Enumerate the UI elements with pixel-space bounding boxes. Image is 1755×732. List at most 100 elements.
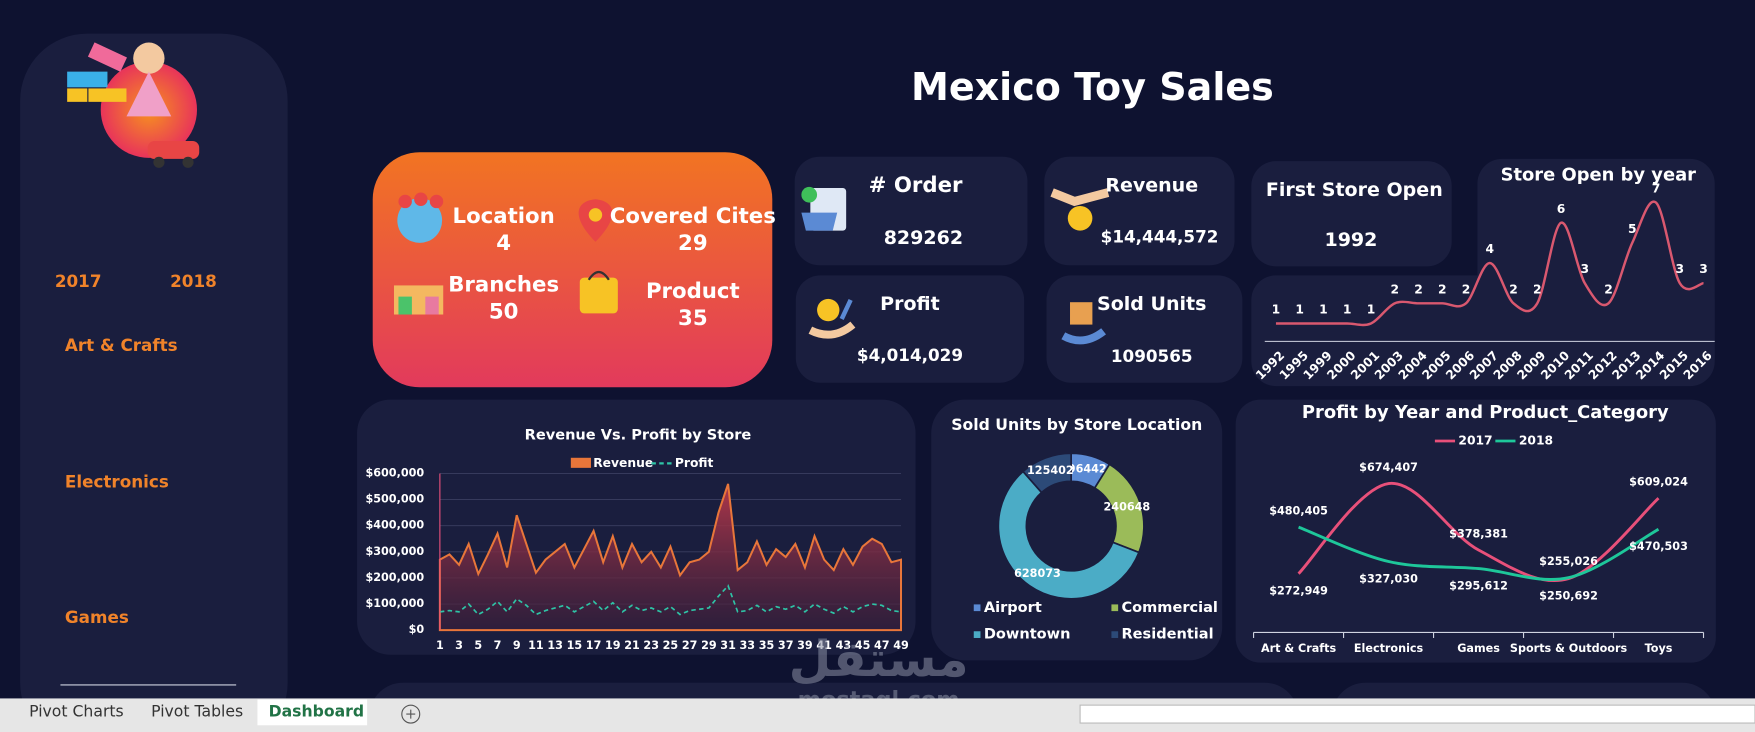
x-tick-label: 25 xyxy=(663,639,679,652)
data-label: $295,612 xyxy=(1449,579,1508,592)
x-tick-label: 7 xyxy=(494,639,502,652)
x-tick-label: Art & Crafts xyxy=(1261,642,1337,655)
x-tick-label: 13 xyxy=(547,639,563,652)
data-label: 96442 xyxy=(1068,463,1107,476)
data-label: $272,949 xyxy=(1269,585,1328,598)
x-tick-label: 3 xyxy=(455,639,463,652)
sheet-tab[interactable]: Pivot Charts xyxy=(29,701,124,720)
x-tick-label: Electronics xyxy=(1354,642,1424,655)
legend-swatch xyxy=(570,457,591,468)
data-label: $674,407 xyxy=(1359,461,1418,474)
kpi-card xyxy=(794,156,1028,266)
data-label: 2 xyxy=(1390,282,1399,296)
kpi-card xyxy=(795,275,1025,383)
x-tick-label: 11 xyxy=(528,639,544,652)
y-tick-label: $600,000 xyxy=(365,466,424,479)
kpi-card xyxy=(1251,161,1452,267)
data-label: $470,503 xyxy=(1629,540,1688,553)
y-tick-label: $200,000 xyxy=(365,571,424,584)
category-slicer[interactable]: Games xyxy=(65,607,129,627)
add-sheet[interactable] xyxy=(401,704,421,724)
add-sheet-icon xyxy=(406,709,416,719)
summary-card xyxy=(372,152,773,388)
watermark: مستقل xyxy=(789,630,969,688)
kpi-value: 1992 xyxy=(1324,229,1377,251)
line xyxy=(1297,482,1660,583)
kpi-label: Sold Units xyxy=(1097,293,1206,315)
kpi-value: $4,014,029 xyxy=(857,345,963,365)
legend-label: Airport xyxy=(984,599,1042,616)
donut-slice xyxy=(997,470,1141,600)
sheet-tab[interactable]: Dashboard xyxy=(269,701,364,720)
data-label: 2 xyxy=(1533,282,1542,296)
legend-swatch xyxy=(973,631,981,638)
legend-swatch xyxy=(1111,631,1119,638)
x-tick-label: 29 xyxy=(701,639,717,652)
kpi-label: Revenue xyxy=(1105,174,1198,196)
kpi-label: Profit xyxy=(880,293,940,315)
x-tick-label: 49 xyxy=(893,639,909,652)
kpi-icons xyxy=(801,186,1110,345)
scrollbar[interactable] xyxy=(1079,704,1755,724)
category-slicer[interactable]: Art & Crafts xyxy=(65,335,178,355)
sheet-tab[interactable]: Pivot Tables xyxy=(151,701,243,720)
legend-label: Commercial xyxy=(1121,599,1217,616)
x-tick-label: 17 xyxy=(586,639,602,652)
line xyxy=(1298,525,1660,581)
y-tick-label: $300,000 xyxy=(365,545,424,558)
data-label: 1 xyxy=(1367,303,1376,317)
summary-label: Covered Cites xyxy=(610,204,776,229)
data-label: $255,026 xyxy=(1539,555,1598,568)
legend-swatch xyxy=(1111,604,1119,612)
legend-label: Revenue xyxy=(593,456,653,470)
page-title: Mexico Toy Sales xyxy=(911,65,1274,109)
category-slicer[interactable]: Electronics xyxy=(65,471,169,491)
summary-icons xyxy=(393,192,618,315)
kpi-value: 1090565 xyxy=(1111,346,1193,366)
x-tick-label: 31 xyxy=(720,639,736,652)
y-tick-label: $100,000 xyxy=(365,597,424,610)
data-label: $327,030 xyxy=(1359,572,1418,585)
kpi-value: $14,444,572 xyxy=(1101,226,1219,246)
chart-card xyxy=(931,399,1223,661)
y-tick-label: $400,000 xyxy=(365,519,424,532)
data-label: 3 xyxy=(1580,262,1589,276)
data-label: 3 xyxy=(1699,262,1708,276)
legend-label: Profit xyxy=(675,456,714,470)
x-tick-label: 1 xyxy=(436,639,444,652)
data-label: 1 xyxy=(1295,303,1304,317)
revenue-area xyxy=(438,483,903,632)
summary-label: Branches xyxy=(448,272,559,297)
data-label: 4 xyxy=(1485,242,1494,256)
x-tick-label: 9 xyxy=(513,639,521,652)
legend-swatch xyxy=(973,604,981,612)
x-tick-label: 45 xyxy=(855,639,871,652)
kpi-value: 829262 xyxy=(884,227,963,249)
chart-title: Sold Units by Store Location xyxy=(951,415,1202,434)
chart-title: Profit by Year and Product_Category xyxy=(1302,402,1669,423)
data-label: 2 xyxy=(1438,282,1447,296)
summary-label: Product xyxy=(646,279,740,304)
x-tick-label: 41 xyxy=(816,639,832,652)
data-label: 2 xyxy=(1414,282,1423,296)
summary-label: Location xyxy=(453,204,555,229)
year-slicer[interactable]: 2018 xyxy=(170,271,217,291)
legend-label: Downtown xyxy=(984,626,1071,643)
data-label: 5 xyxy=(1628,222,1637,236)
data-label: 2 xyxy=(1509,282,1518,296)
data-label: 1 xyxy=(1272,303,1281,317)
data-label: $378,381 xyxy=(1449,527,1508,540)
data-label: $480,405 xyxy=(1269,504,1328,517)
chart-title: Store Open by year xyxy=(1501,165,1697,186)
data-label: 628073 xyxy=(1014,567,1061,580)
year-slicer[interactable]: 2017 xyxy=(55,271,102,291)
data-label: $609,024 xyxy=(1629,476,1688,489)
data-label: 7 xyxy=(1652,182,1661,196)
y-tick-label: $500,000 xyxy=(365,493,424,506)
chart-title: Revenue Vs. Profit by Store xyxy=(525,426,752,443)
summary-value: 4 xyxy=(496,231,511,256)
summary-value: 29 xyxy=(678,231,708,256)
profit-line xyxy=(439,584,902,616)
x-tick-label: 39 xyxy=(797,639,813,652)
